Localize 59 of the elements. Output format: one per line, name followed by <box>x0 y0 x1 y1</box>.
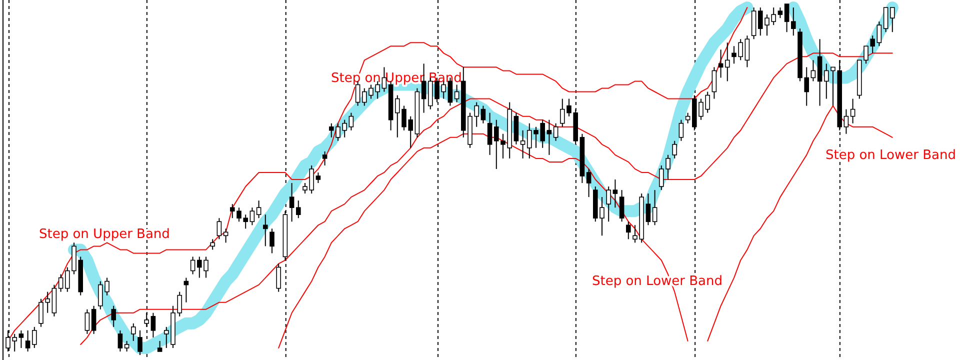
candlestick <box>883 7 888 33</box>
candlestick <box>58 274 64 292</box>
candlestick <box>131 322 136 342</box>
candlestick <box>791 7 796 36</box>
candlestick <box>586 168 592 198</box>
candlestick <box>712 66 717 100</box>
candlestick <box>480 105 486 124</box>
candlestick <box>289 182 294 222</box>
candlestick <box>672 140 677 159</box>
annotation: Step on Upper Band <box>39 227 170 242</box>
candlestick <box>778 7 783 19</box>
candlestick <box>553 122 558 142</box>
candlestick <box>256 200 262 219</box>
candlestick <box>685 112 690 124</box>
candlestick <box>118 330 123 352</box>
candlestick <box>348 112 354 131</box>
candlestick <box>850 98 856 124</box>
candlestick <box>25 330 30 352</box>
candlestick <box>124 340 130 352</box>
candlestick <box>184 277 189 303</box>
candlestick <box>744 35 750 68</box>
candlestick <box>18 330 24 348</box>
candlestick <box>276 263 281 292</box>
candlestick <box>322 150 328 166</box>
candlestick <box>606 186 611 222</box>
candlestick <box>619 190 624 222</box>
candlestick <box>646 193 651 226</box>
candlestick <box>210 238 215 250</box>
candlestick <box>150 312 156 338</box>
candlestick <box>876 21 882 47</box>
candlestick <box>725 42 730 82</box>
candlestick <box>157 340 162 352</box>
candlestick <box>454 84 460 103</box>
candlestick <box>190 256 196 275</box>
candlestick <box>138 330 142 356</box>
candlestick <box>84 308 90 334</box>
annotation: Step on Lower Band <box>825 148 956 163</box>
candlestick <box>216 218 222 240</box>
candlestick <box>32 326 37 348</box>
candlestick <box>270 228 274 254</box>
candlestick <box>810 60 816 82</box>
candlestick <box>652 190 658 226</box>
candlestick <box>844 108 849 134</box>
candlestick <box>678 119 684 142</box>
candlestick <box>890 7 895 33</box>
candlestick <box>263 214 268 247</box>
candlestick <box>718 49 724 78</box>
candlestick <box>250 207 255 226</box>
candlestick <box>111 305 116 328</box>
candlestick <box>784 4 790 33</box>
candlestick <box>91 305 96 334</box>
candlestick <box>296 200 301 219</box>
candlestick <box>546 119 552 156</box>
candlestick <box>520 130 526 159</box>
candlestick <box>612 179 618 208</box>
candlestick <box>487 112 492 156</box>
candlestick <box>626 221 631 240</box>
candlestick <box>223 228 228 244</box>
candlestick <box>316 172 321 184</box>
